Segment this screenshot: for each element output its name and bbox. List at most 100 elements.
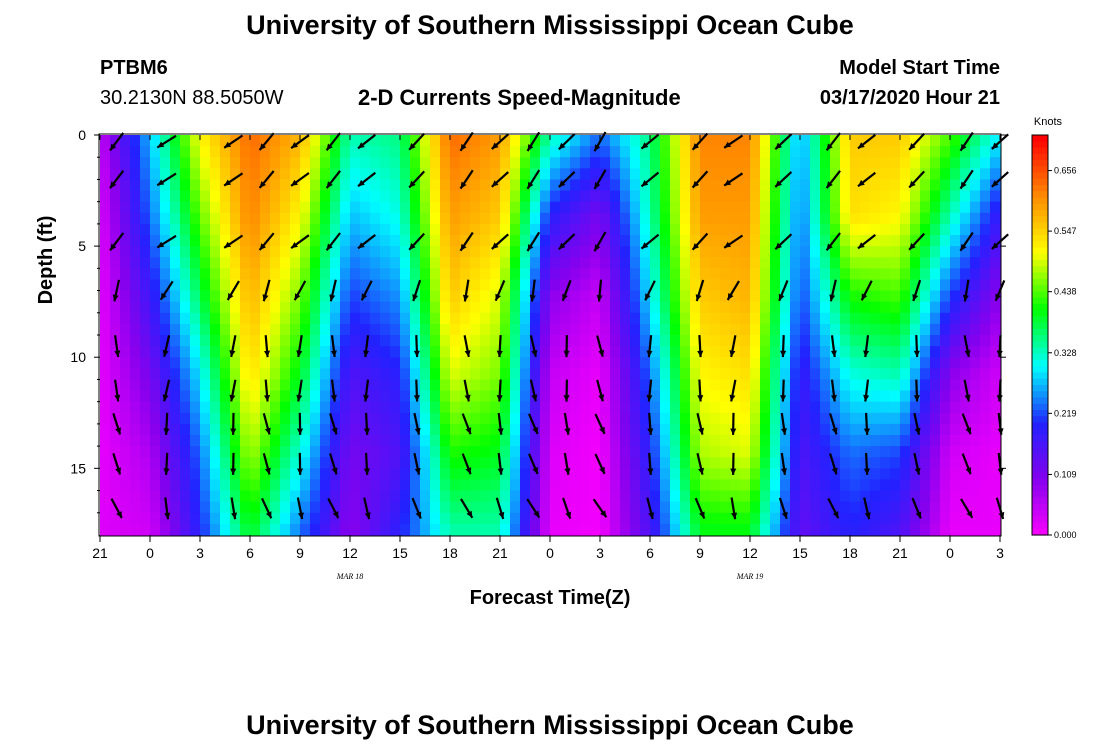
heatmap-cell xyxy=(960,523,971,536)
heatmap-cell xyxy=(400,523,411,536)
heatmap-cell xyxy=(480,301,491,314)
heatmap-cell xyxy=(600,301,611,314)
heatmap-cell xyxy=(470,390,481,403)
current-arrow xyxy=(325,232,341,251)
current-arrow xyxy=(526,169,541,190)
heatmap-cell xyxy=(270,257,281,269)
current-arrow-head xyxy=(645,293,651,301)
heatmap-cell xyxy=(480,490,491,503)
heatmap-cell xyxy=(280,335,291,347)
heatmap-cell xyxy=(350,212,361,225)
heatmap-cell xyxy=(920,412,931,425)
current-arrow-head xyxy=(692,180,700,188)
heatmap-cell xyxy=(240,168,251,181)
heatmap-cell xyxy=(330,290,341,303)
heatmap-cell xyxy=(710,257,721,269)
heatmap-cell xyxy=(540,501,551,514)
heatmap-cell xyxy=(480,401,491,414)
heatmap-cell xyxy=(630,423,641,436)
heatmap-cell xyxy=(970,135,981,147)
heatmap-cell xyxy=(350,246,361,258)
heatmap-cell xyxy=(430,246,441,258)
heatmap-cell xyxy=(840,135,851,147)
heatmap-cell xyxy=(420,335,431,347)
heatmap-cell xyxy=(920,290,931,303)
heatmap-cell xyxy=(280,346,291,358)
heatmap-cell xyxy=(110,312,121,325)
heatmap-cell xyxy=(290,390,301,403)
heatmap-cell xyxy=(770,279,781,292)
heatmap-cell xyxy=(340,212,351,225)
heatmap-cell xyxy=(440,457,451,469)
heatmap-cell xyxy=(310,146,321,158)
heatmap-cell xyxy=(450,212,461,225)
current-arrow xyxy=(558,133,576,151)
heatmap-cell xyxy=(350,301,361,314)
heatmap-cell xyxy=(440,379,451,392)
heatmap-cell xyxy=(870,468,881,481)
heatmap-cell xyxy=(160,446,171,458)
heatmap-cell xyxy=(340,379,351,392)
current-arrow-head xyxy=(330,350,337,357)
heatmap-cell xyxy=(750,523,761,536)
heatmap-cell xyxy=(290,423,301,436)
heatmap-cell xyxy=(460,323,471,336)
heatmap-cell xyxy=(420,201,431,214)
heatmap-cell xyxy=(180,457,191,469)
heatmap-cell xyxy=(810,290,821,303)
heatmap-cell xyxy=(470,523,481,536)
heatmap-cell xyxy=(990,501,1001,514)
heatmap-cell xyxy=(170,379,181,392)
heatmap-cell xyxy=(430,479,441,492)
heatmap-cell xyxy=(210,323,221,336)
current-arrow xyxy=(959,131,974,152)
heatmap-cell xyxy=(760,135,771,147)
heatmap-cell xyxy=(410,223,421,236)
heatmap-cell xyxy=(400,390,411,403)
heatmap-cell xyxy=(150,346,161,358)
heatmap-cell xyxy=(710,146,721,158)
current-arrow-head xyxy=(265,511,272,519)
heatmap-cell xyxy=(370,390,381,403)
heatmap-cell xyxy=(940,335,951,347)
heatmap-cell xyxy=(160,212,171,225)
heatmap-cell xyxy=(910,435,921,447)
heatmap-cell xyxy=(190,512,201,525)
heatmap-cell xyxy=(920,168,931,181)
current-arrow-head xyxy=(641,142,649,149)
heatmap-cell xyxy=(970,446,981,458)
heatmap-cell xyxy=(850,346,861,358)
heatmap-cell xyxy=(570,179,581,192)
heatmap-cell xyxy=(930,301,941,314)
heatmap-cell xyxy=(560,223,571,236)
heatmap-cell xyxy=(210,135,221,147)
heatmap-cell xyxy=(700,301,711,314)
heatmap-cell xyxy=(710,268,721,281)
heatmap-cell xyxy=(900,368,911,381)
heatmap-cell xyxy=(300,268,311,281)
heatmap-cell xyxy=(360,301,371,314)
heatmap-cell xyxy=(140,212,151,225)
heatmap-cell xyxy=(580,168,591,181)
heatmap-cell xyxy=(960,512,971,525)
heatmap-cell xyxy=(950,279,961,292)
heatmap-cell xyxy=(900,190,911,203)
heatmap-cell xyxy=(660,279,671,292)
heatmap-cell xyxy=(990,357,1001,369)
heatmap-cell xyxy=(620,435,631,447)
heatmap-cell xyxy=(140,501,151,514)
heatmap-cell xyxy=(150,246,161,258)
heatmap-cell xyxy=(700,357,711,369)
heatmap-cell xyxy=(120,323,131,336)
heatmap-cell xyxy=(360,468,371,481)
heatmap-cell xyxy=(690,379,701,392)
heatmap-cell xyxy=(460,446,471,458)
heatmap-cell xyxy=(180,212,191,225)
heatmap-cell xyxy=(380,512,391,525)
heatmap-cell xyxy=(730,257,741,269)
heatmap-cell xyxy=(290,201,301,214)
heatmap-cell xyxy=(960,235,971,247)
heatmap-cell xyxy=(610,457,621,469)
heatmap-cell xyxy=(290,235,301,247)
heatmap-cell xyxy=(190,523,201,536)
